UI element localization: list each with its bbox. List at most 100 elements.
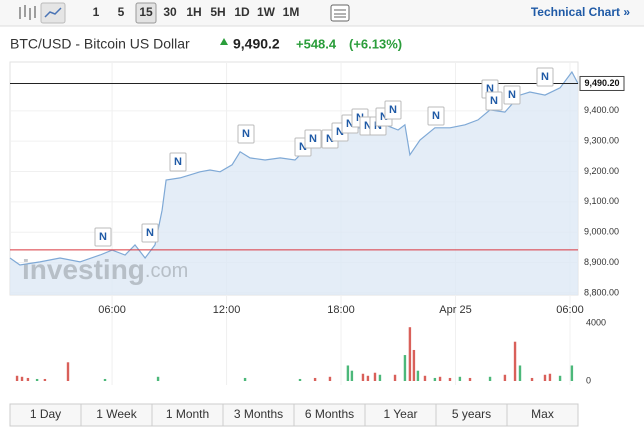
toolbar-bg [0,0,644,26]
x-tick-label: Apr 25 [439,304,471,316]
y-tick-label: 9,100.00 [584,196,619,206]
interval-button[interactable]: 15 [139,5,153,19]
news-marker-label: N [326,133,334,145]
volume-bar [433,377,437,381]
volume-bar [416,370,420,381]
volume-bar [243,377,247,381]
news-marker-label: N [346,118,354,130]
volume-bar [26,377,30,381]
volume-bar [488,376,492,381]
price-line [9,70,579,266]
range-button[interactable]: 3 Months [234,407,283,421]
volume-bar [513,341,517,381]
news-marker[interactable] [94,227,112,247]
volume-bar [103,378,107,381]
y-tick-label: 9,200.00 [584,166,619,176]
news-marker-label: N [146,227,154,239]
news-marker-label: N [336,126,344,138]
volume-bar [350,370,354,381]
volume-bar [468,377,472,381]
watermark-suffix: .com [145,260,188,282]
news-marker[interactable] [503,85,521,105]
news-marker-label: N [389,104,397,116]
volume-tick-label: 4000 [586,317,606,327]
y-tick-label: 9,000.00 [584,227,619,237]
volume-bar [66,362,70,381]
x-tick-label: 06:00 [556,304,584,316]
volume-bar [403,355,407,381]
news-marker-label: N [490,95,498,107]
interval-button[interactable]: 1M [283,5,300,19]
volume-bar [438,376,442,381]
watermark: investing.com [22,254,188,285]
settings-icon[interactable] [330,4,350,22]
news-marker-label: N [380,111,388,123]
news-marker[interactable] [427,106,445,126]
volume-bar [378,374,382,381]
volume-bar [423,375,427,381]
interval-button[interactable]: 5H [210,5,225,19]
interval-active-bg[interactable] [135,2,157,24]
volume-bar [15,375,19,381]
line-chart-icon[interactable] [40,2,66,24]
volume-bar [156,376,160,381]
interval-button[interactable]: 5 [118,5,125,19]
watermark-main: investing [22,254,145,285]
range-button[interactable]: 5 years [452,407,491,421]
news-marker[interactable] [304,129,322,149]
y-tick-label: 8,800.00 [584,287,619,297]
interval-button[interactable]: 30 [163,5,177,19]
volume-bar [366,375,370,381]
technical-chart-link[interactable]: Technical Chart » [531,5,630,19]
news-marker[interactable] [141,223,159,243]
volume-bar [458,376,462,381]
volume-bar [448,377,452,381]
range-button[interactable]: 1 Day [30,407,61,421]
range-button[interactable]: 6 Months [305,407,354,421]
volume-bar [558,375,562,381]
volume-bar [393,374,397,381]
interval-button[interactable]: 1H [186,5,201,19]
instrument-title: BTC/USD - Bitcoin US Dollar [10,36,190,52]
volume-bar [298,378,302,381]
interval-button[interactable]: 1D [234,5,250,19]
range-button[interactable]: 1 Week [96,407,137,421]
volume-bar [35,378,39,381]
volume-bar [43,378,47,381]
news-marker[interactable] [237,124,255,144]
last-price: 9,490.2 [233,36,280,52]
volume-bar [313,377,317,381]
volume-bar [412,349,416,381]
news-marker-label: N [242,128,250,140]
volume-bar [518,365,522,381]
interval-button[interactable]: 1 [93,5,100,19]
range-button[interactable]: 1 Year [383,407,417,421]
last-price-label: 9,490.20 [584,78,619,88]
volume-bar [373,372,377,381]
price-change: +548.4 [296,36,337,51]
last-price-box [579,75,625,91]
news-marker[interactable] [485,91,503,111]
x-tick-label: 12:00 [213,304,241,316]
news-marker[interactable] [169,152,187,172]
volume-tick-label: 0 [586,375,591,385]
y-tick-label: 9,300.00 [584,136,619,146]
interval-button[interactable]: 1W [257,5,276,19]
news-marker[interactable] [536,67,554,87]
up-arrow [220,38,228,45]
candles-icon[interactable] [19,5,36,20]
volume-bar [543,374,547,381]
volume-bar [20,376,24,381]
news-marker-label: N [99,231,107,243]
y-tick-label: 9,400.00 [584,105,619,115]
range-button[interactable]: Max [531,407,554,421]
news-marker-label: N [364,120,372,132]
volume-bar [346,365,350,381]
y-tick-label: 8,900.00 [584,257,619,267]
x-tick-label: 18:00 [327,304,355,316]
range-button[interactable]: 1 Month [166,407,209,421]
news-marker[interactable] [384,100,402,120]
news-marker-label: N [432,110,440,122]
news-marker-label: N [299,141,307,153]
